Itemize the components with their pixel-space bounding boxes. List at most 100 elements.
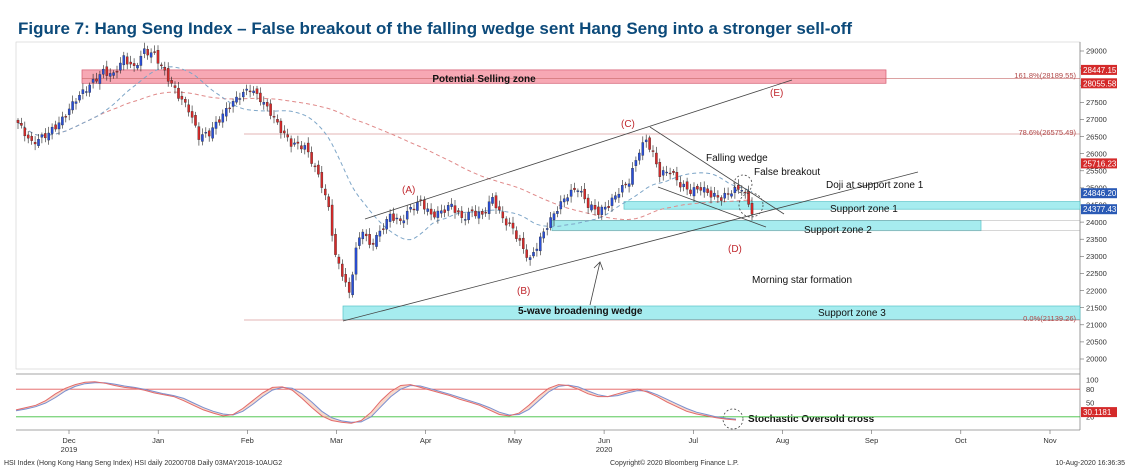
price-tick-label: 26000 bbox=[1086, 149, 1107, 158]
candle-body bbox=[549, 217, 552, 228]
candle-body bbox=[16, 119, 20, 123]
price-tick-label: 27000 bbox=[1086, 115, 1107, 124]
candle-body bbox=[122, 55, 126, 66]
candle-body bbox=[740, 190, 744, 192]
price-tick-label: 22000 bbox=[1086, 286, 1107, 295]
price-tag bbox=[1081, 64, 1117, 75]
candle-body bbox=[590, 204, 593, 211]
candle-body bbox=[33, 142, 37, 145]
year-label: 2020 bbox=[596, 445, 613, 454]
candle-body bbox=[709, 190, 713, 198]
candle-body bbox=[597, 206, 600, 215]
candle-body bbox=[487, 201, 491, 214]
candle-body bbox=[347, 281, 351, 293]
candle-body bbox=[569, 189, 573, 197]
support-zone-3-label: Support zone 3 bbox=[818, 308, 886, 319]
candle-body bbox=[30, 135, 33, 141]
candle-body bbox=[194, 115, 197, 126]
candle-body bbox=[20, 123, 23, 126]
candle-body bbox=[204, 132, 208, 134]
month-label: Jan bbox=[152, 436, 164, 445]
footer-timestamp: 10-Aug-2020 16:36:35 bbox=[1055, 460, 1125, 467]
support-zone-2-label: Support zone 2 bbox=[804, 225, 872, 236]
candle-body bbox=[412, 208, 416, 211]
candle-body bbox=[324, 188, 327, 196]
candle-body bbox=[682, 183, 685, 188]
candle-body bbox=[221, 113, 225, 123]
month-label: Sep bbox=[865, 436, 878, 445]
candle-body bbox=[95, 78, 98, 82]
candle-body bbox=[501, 211, 505, 219]
broadening-wedge-label: 5-wave broadening wedge bbox=[518, 306, 643, 317]
candle-body bbox=[668, 172, 672, 175]
candle-body bbox=[283, 130, 286, 134]
doji-label: Doji at support zone 1 bbox=[826, 180, 924, 191]
candle-body bbox=[375, 235, 378, 247]
candle-body bbox=[726, 193, 730, 195]
candle-body bbox=[457, 210, 460, 213]
candle-body bbox=[528, 257, 532, 260]
candle-body bbox=[119, 62, 122, 71]
candle-body bbox=[378, 230, 382, 237]
candle-body bbox=[108, 73, 112, 77]
candle-body bbox=[64, 116, 68, 118]
moving-average-short bbox=[17, 66, 753, 241]
price-tick-label: 23500 bbox=[1086, 235, 1107, 244]
doji-circle bbox=[738, 192, 764, 218]
stoch-value-text: 30.1181 bbox=[1083, 408, 1112, 417]
candle-body bbox=[296, 141, 300, 144]
candle-body bbox=[655, 152, 658, 165]
arrow-head bbox=[593, 261, 604, 271]
price-tag bbox=[1081, 158, 1117, 169]
stoch-k-line bbox=[15, 381, 737, 424]
month-label: Apr bbox=[420, 436, 432, 445]
candle-body bbox=[675, 172, 679, 181]
candle-body bbox=[607, 206, 610, 208]
candle-body bbox=[255, 88, 259, 94]
selling-zone-label: Potential Selling zone bbox=[432, 74, 536, 85]
candle-body bbox=[54, 124, 57, 130]
candle-body bbox=[614, 195, 617, 200]
price-tick-label: 27500 bbox=[1086, 98, 1107, 107]
candle-body bbox=[593, 205, 597, 210]
candle-body bbox=[621, 185, 624, 193]
candle-body bbox=[78, 95, 81, 101]
annotations-layer: Potential Selling zone 161.8%(28189.55) … bbox=[402, 71, 1076, 425]
candle-body bbox=[689, 189, 692, 194]
candle-body bbox=[306, 142, 310, 153]
candle-body bbox=[470, 209, 474, 212]
month-label: Mar bbox=[330, 436, 343, 445]
candle-body bbox=[225, 108, 228, 117]
candle-body bbox=[559, 201, 563, 210]
price-tick-label: 21000 bbox=[1086, 321, 1107, 330]
price-tick-label: 22500 bbox=[1086, 269, 1107, 278]
candle-body bbox=[313, 165, 317, 168]
candle-body bbox=[218, 119, 221, 123]
candle-body bbox=[371, 242, 375, 245]
price-tag-text: 28447.15 bbox=[1083, 66, 1117, 75]
month-label: Jul bbox=[689, 436, 699, 445]
candle-body bbox=[399, 218, 402, 221]
morning-star-label: Morning star formation bbox=[752, 275, 852, 286]
candle-body bbox=[136, 65, 139, 69]
candle-body bbox=[269, 103, 272, 116]
wave-a-label: (A) bbox=[402, 185, 415, 196]
broadening-upper-line bbox=[364, 79, 793, 220]
candle-body bbox=[405, 210, 409, 220]
candle-body bbox=[354, 247, 358, 275]
candle-body bbox=[187, 104, 190, 113]
month-label: Jun bbox=[598, 436, 610, 445]
candle-body bbox=[631, 168, 634, 185]
fib-levels-layer bbox=[82, 78, 1080, 321]
candle-body bbox=[368, 234, 371, 245]
candle-body bbox=[423, 199, 426, 210]
candle-body bbox=[402, 220, 406, 224]
candle-body bbox=[173, 85, 177, 88]
price-tag bbox=[1081, 204, 1117, 215]
candle-body bbox=[679, 182, 682, 188]
month-label: Aug bbox=[776, 436, 789, 445]
candle-body bbox=[81, 89, 85, 94]
price-tick-label: 20000 bbox=[1086, 355, 1107, 364]
